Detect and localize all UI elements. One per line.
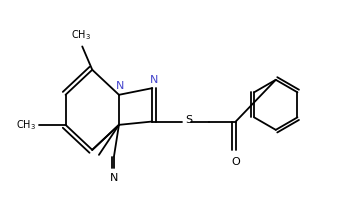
Text: N: N <box>110 173 118 183</box>
Text: O: O <box>231 157 240 167</box>
Text: CH$_3$: CH$_3$ <box>71 29 91 42</box>
Text: N: N <box>116 81 124 91</box>
Text: N: N <box>150 75 158 85</box>
Text: CH$_3$: CH$_3$ <box>16 118 35 132</box>
Text: S: S <box>185 115 192 125</box>
